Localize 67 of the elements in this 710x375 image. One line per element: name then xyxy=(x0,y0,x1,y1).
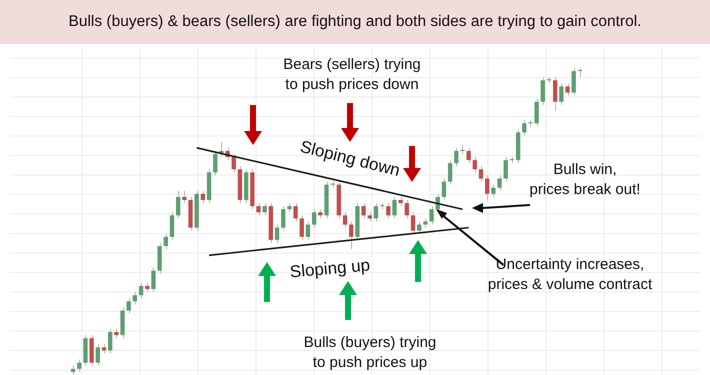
candlestick xyxy=(108,328,112,354)
candlestick xyxy=(410,212,416,234)
candlestick xyxy=(559,82,564,106)
candlestick xyxy=(349,221,354,250)
candlestick xyxy=(368,212,372,222)
candlestick xyxy=(448,160,452,186)
candlestick xyxy=(274,224,280,244)
candlestick xyxy=(485,174,490,201)
candlestick xyxy=(96,344,100,366)
candlestick xyxy=(460,144,465,154)
candlestick xyxy=(77,359,82,372)
annotation: Bulls win, prices break out! xyxy=(528,160,642,199)
candlestick xyxy=(553,76,558,112)
candlestick xyxy=(232,153,236,173)
candlestick xyxy=(138,282,144,299)
candlestick xyxy=(572,68,576,96)
candlestick xyxy=(256,202,261,216)
candlestick xyxy=(293,202,298,222)
annotation: Bulls (buyers) trying to push prices up xyxy=(302,333,438,372)
candlestick xyxy=(132,292,138,305)
candlestick xyxy=(578,68,582,78)
candlestick xyxy=(565,82,570,96)
candlestick xyxy=(472,156,477,173)
candlestick xyxy=(281,206,286,232)
candlestick xyxy=(361,202,366,219)
candlestick xyxy=(534,98,539,127)
candlestick xyxy=(423,218,428,228)
candlestick xyxy=(182,190,187,204)
candlestick xyxy=(429,206,434,226)
candlestick xyxy=(151,267,156,293)
candlestick xyxy=(318,208,322,219)
candlestick xyxy=(300,214,304,240)
candlestick xyxy=(478,166,484,182)
candlestick xyxy=(466,147,471,164)
candlestick xyxy=(454,147,458,167)
candlestick xyxy=(176,190,180,219)
chart-title: Bulls (buyers) & bears (sellers) are fighting and both sides are trying to gain control. xyxy=(0,0,710,44)
candlestick xyxy=(497,174,502,192)
annotation: Bears (sellers) trying to push prices down xyxy=(282,55,422,94)
candlestick xyxy=(392,196,397,219)
candlestick xyxy=(287,202,292,213)
candlestick xyxy=(504,156,508,182)
candlestick xyxy=(306,221,310,240)
candlestick xyxy=(170,212,174,240)
candlestick xyxy=(312,208,316,228)
candlestick xyxy=(114,328,119,339)
candlestick xyxy=(200,190,206,204)
candlestick xyxy=(374,202,378,222)
candlestick xyxy=(386,202,390,219)
candlestick xyxy=(342,212,348,228)
candlestick xyxy=(540,76,545,106)
candlestick xyxy=(213,150,218,176)
candlestick xyxy=(145,282,150,293)
candlestick xyxy=(398,196,403,207)
candlestick xyxy=(417,221,422,234)
annotation: Sloping down xyxy=(297,136,403,182)
candlestick xyxy=(164,233,168,250)
annotation: Sloping up xyxy=(288,254,372,284)
candlestick xyxy=(442,178,446,201)
candlestick xyxy=(102,344,106,354)
annotation: Uncertainty increases, prices & volume contract xyxy=(486,255,654,294)
candlestick xyxy=(522,120,526,136)
candlestick xyxy=(491,184,496,198)
candlestick xyxy=(126,298,131,314)
candlestick xyxy=(404,200,410,219)
candlestick xyxy=(262,202,267,216)
candlestick xyxy=(70,365,76,375)
